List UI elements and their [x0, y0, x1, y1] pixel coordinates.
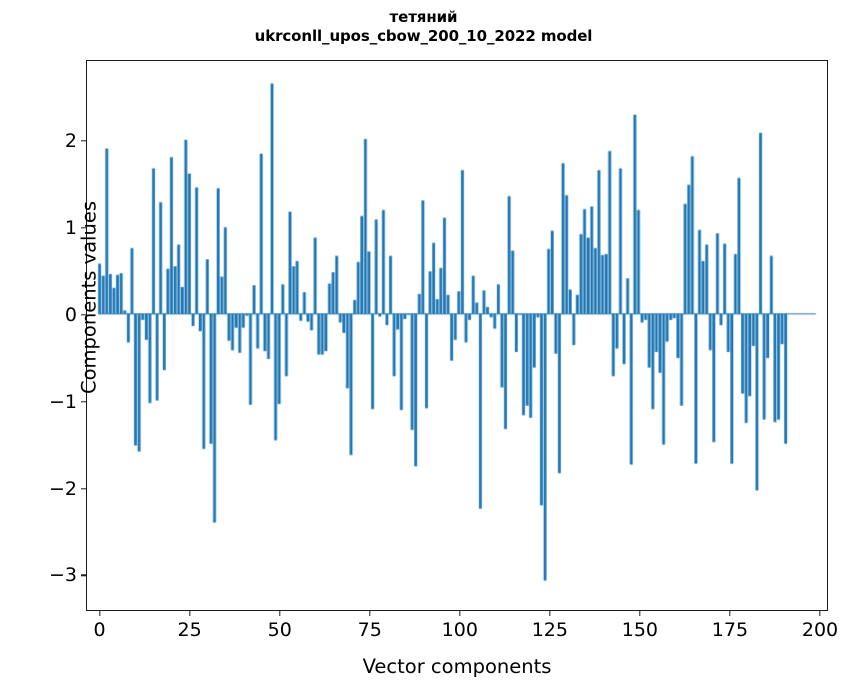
x-tick-mark	[369, 610, 371, 616]
x-tick-mark	[279, 610, 281, 616]
y-tick-mark	[81, 574, 87, 577]
y-tick-mark	[81, 314, 87, 316]
x-tick-mark	[639, 610, 641, 616]
y-tick-mark	[81, 227, 87, 229]
y-tick-mark	[81, 487, 87, 490]
chart-title-line-1: тетяний	[389, 8, 458, 26]
bar-series-canvas	[87, 61, 827, 610]
y-tick-label: 2	[64, 129, 77, 152]
x-tick-label: 25	[177, 619, 202, 641]
y-axis-label: Components values	[77, 201, 101, 394]
x-tick-mark	[98, 610, 101, 616]
y-tick-label: −2	[48, 477, 77, 500]
y-tick-label: 0	[64, 303, 77, 326]
x-tick-label: 125	[531, 619, 568, 641]
x-tick-mark	[459, 610, 461, 616]
x-tick-label: 175	[711, 619, 749, 641]
x-axis-label: Vector components	[362, 655, 552, 678]
x-tick-mark	[549, 610, 551, 616]
y-tick-mark	[81, 140, 87, 142]
plot-axes: 2 1 0 −1 −2 −3 0 25 50 75 100 125 150 175 200 Compone…	[49, 60, 838, 641]
x-tick-mark	[188, 610, 191, 616]
x-tick-mark	[819, 610, 821, 616]
y-tick-mark	[81, 400, 87, 403]
x-tick-label: 75	[357, 619, 382, 641]
chart-title-line-2: ukrconll_upos_cbow_200_10_2022 model	[254, 27, 593, 46]
x-tick-label: 50	[267, 619, 292, 641]
x-tick-label: 200	[801, 619, 839, 641]
x-tick-label: 150	[621, 619, 659, 641]
x-tick-label: 0	[93, 619, 106, 641]
x-tick-mark	[729, 610, 731, 616]
chart-title: тетяний ukrconll_upos_cbow_200_10_2022 m…	[0, 8, 847, 46]
y-tick-label: −1	[48, 390, 77, 413]
y-tick-label: 1	[64, 216, 77, 239]
x-tick-label: 100	[441, 619, 478, 641]
y-tick-label: −3	[48, 564, 77, 587]
